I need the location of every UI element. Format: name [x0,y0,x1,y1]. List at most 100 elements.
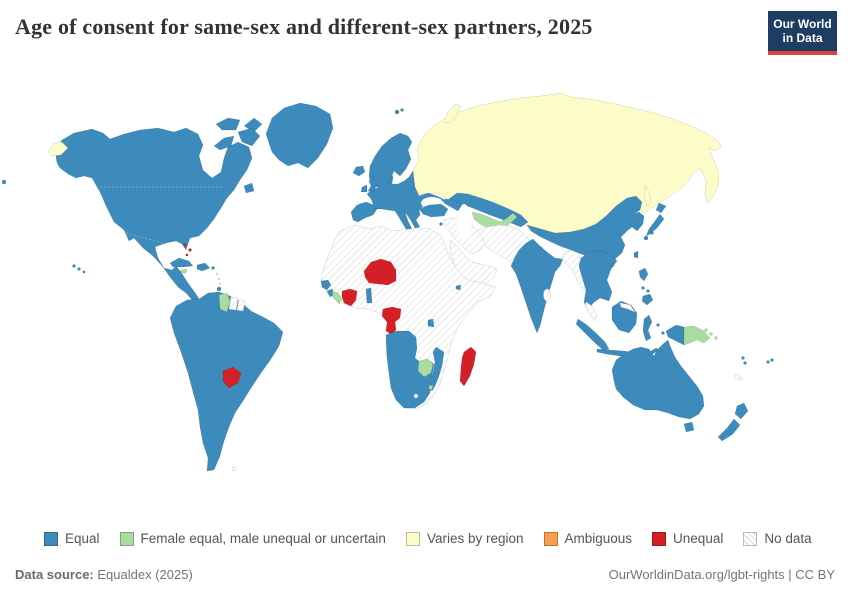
region-united-kingdom[interactable] [367,175,378,193]
region-japan[interactable] [643,235,649,241]
data-source-value: Equaldex (2025) [97,567,193,582]
legend-label: Ambiguous [564,531,633,546]
legend-swatch-ambiguous [543,531,558,546]
region-liberia[interactable] [331,290,343,305]
region-sulawesi[interactable] [642,314,653,342]
region-scandinavia[interactable] [368,132,413,188]
region-novaya-zemlya[interactable] [443,103,462,124]
region-north-america[interactable] [55,127,253,302]
region-tasmania[interactable] [683,421,695,433]
data-source-label: Data source: [15,567,94,582]
legend-label: Female equal, male unequal or uncertain [140,531,386,546]
page-title: Age of consent for same-sex and differen… [15,14,593,39]
region-lesotho[interactable] [413,393,419,399]
region-ireland[interactable] [360,184,368,193]
legend-swatch-varies [405,531,420,546]
legend-item-equal[interactable]: Equal [44,531,100,546]
legend-label: No data [764,531,812,546]
region-madagascar[interactable] [459,346,477,387]
region-benin[interactable] [365,287,373,304]
region-guyana[interactable] [218,292,231,313]
legend-item-no-data[interactable]: No data [743,531,812,546]
region-suriname[interactable] [228,296,239,311]
credit-link[interactable]: OurWorldinData.org/lgbt-rights | CC BY [608,567,835,582]
legend-item-ambiguous[interactable]: Ambiguous [543,531,633,546]
region-iberia[interactable] [350,201,378,223]
region-nigeria-gabon[interactable] [381,306,402,336]
region-falkland[interactable] [231,466,237,472]
region-cyprus[interactable] [439,222,443,226]
region-turkey[interactable] [418,203,449,218]
region-mozambique[interactable] [428,346,445,392]
region-fiji[interactable] [766,358,774,364]
region-arctic-islands[interactable] [215,117,241,131]
caspian-sea [457,204,471,240]
region-bahamas[interactable] [183,243,192,257]
legend-item-varies[interactable]: Varies by region [405,531,524,546]
region-vanuatu[interactable] [741,356,747,365]
us-canada-border [96,186,224,245]
region-arctic-islands[interactable] [213,135,235,151]
map-legend: Equal Female equal, male unequal or unce… [44,531,812,546]
region-eswatini[interactable] [428,384,434,391]
region-iceland[interactable] [352,165,366,177]
legend-swatch-no-data [743,531,758,546]
region-paraguay[interactable] [222,366,242,389]
region-solomon-islands[interactable] [704,328,718,340]
region-lesser-antilles[interactable] [215,272,222,286]
legend-label: Equal [65,531,100,546]
region-new-zealand[interactable] [717,418,741,442]
region-djibouti[interactable] [455,284,462,291]
region-philippines[interactable] [638,267,649,282]
region-cote-divoire[interactable] [341,288,358,307]
region-rwanda-burundi[interactable] [427,318,435,328]
region-borneo-malaysia[interactable] [619,302,636,313]
region-indochina[interactable] [578,249,618,312]
region-caucasus[interactable] [443,198,463,212]
region-china-mongolia-korea[interactable] [526,195,645,264]
legend-swatch-equal [44,531,58,546]
legend-item-unequal[interactable]: Unequal [652,531,723,546]
region-maluku[interactable] [656,323,665,335]
region-french-guiana[interactable] [236,298,246,312]
region-australia[interactable] [611,339,705,420]
region-papua-new-guinea[interactable] [683,325,711,346]
region-philippines[interactable] [641,293,654,306]
legend-item-female-equal[interactable]: Female equal, male unequal or uncertain [119,531,386,546]
region-puerto-rico[interactable] [211,266,215,270]
region-sumatra[interactable] [575,318,610,351]
region-aleutians[interactable] [1,179,7,185]
region-svalbard[interactable] [394,108,404,115]
region-newfoundland[interactable] [243,182,255,194]
region-new-caledonia[interactable] [734,373,744,382]
region-japan[interactable] [650,231,654,235]
region-philippines[interactable] [641,286,650,293]
region-malay-peninsula[interactable] [584,301,598,322]
region-central-asia[interactable] [471,211,518,230]
region-zimbabwe[interactable] [417,358,434,378]
region-southern-africa[interactable] [385,330,435,409]
owid-logo[interactable]: Our World in Data [768,11,837,55]
region-cuba[interactable] [169,257,194,268]
region-niger[interactable] [363,258,397,286]
region-trinidad[interactable] [216,286,222,292]
region-hainan[interactable] [609,262,615,268]
region-arctic-islands[interactable] [237,127,261,147]
region-greenland[interactable] [265,102,334,169]
region-japan[interactable] [655,202,667,214]
legend-swatch-female-equal [119,531,134,546]
region-chukotka-wrap[interactable] [47,141,69,157]
region-sri-lanka[interactable] [543,288,551,302]
region-senegal[interactable] [320,279,332,291]
owid-logo-line2: in Data [782,31,823,45]
region-india[interactable] [510,238,564,334]
region-new-zealand[interactable] [734,402,749,420]
owid-logo-line1: Our World [773,17,832,31]
region-jamaica[interactable] [180,268,188,274]
region-hispaniola[interactable] [196,262,211,272]
region-sakhalin[interactable] [643,184,652,208]
region-hawaii[interactable] [72,264,86,274]
region-japan[interactable] [645,213,665,237]
region-taiwan[interactable] [633,250,639,259]
